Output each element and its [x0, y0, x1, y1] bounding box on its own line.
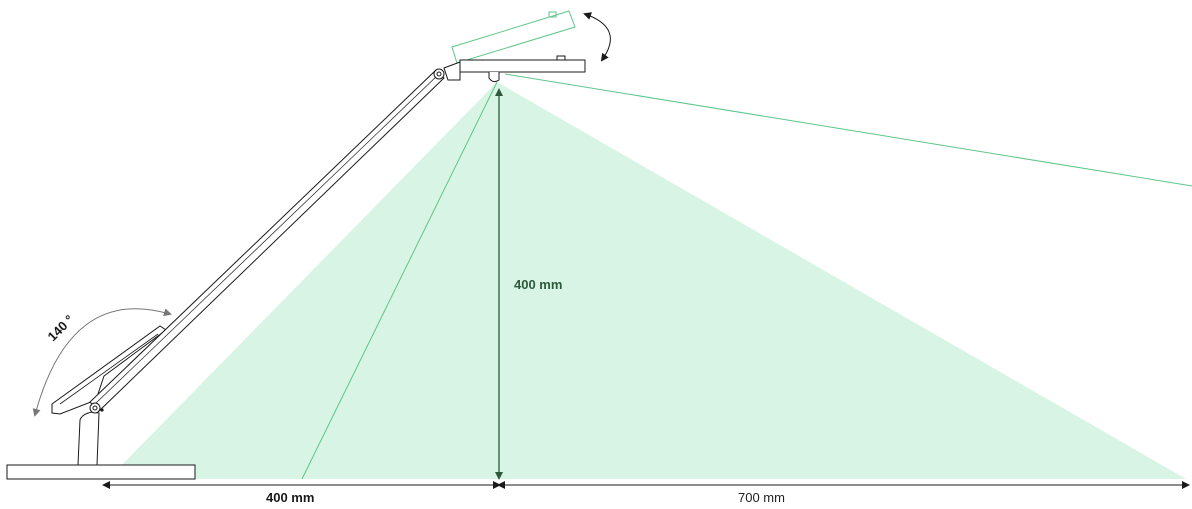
lamp-head-tilted-knob — [548, 11, 557, 18]
lamp-head — [459, 59, 586, 73]
reach-right-label: 700 mm — [738, 490, 785, 505]
height-label: 400 mm — [514, 277, 562, 292]
angle-label: 140 ° — [45, 312, 77, 344]
beam-line-inner — [301, 81, 498, 480]
lamp-upper-joint — [433, 68, 445, 80]
head-rotation-arrow — [583, 12, 611, 62]
lamp-stand-post — [77, 411, 100, 466]
lamp-head-tilted-outline — [451, 10, 576, 64]
lamp-head-lens — [488, 72, 500, 83]
light-cone — [108, 82, 1186, 479]
lamp-head-knob — [556, 55, 566, 61]
lamp-lower-joint — [89, 402, 101, 414]
beam-line-far — [504, 73, 1192, 187]
lamp-upper-joint-pin — [436, 71, 442, 77]
lamp-base-plate — [6, 464, 196, 480]
angle-arc-arrow — [32, 308, 172, 417]
lamp-head-connector — [443, 61, 461, 81]
reach-left-label: 400 mm — [266, 490, 314, 505]
lamp-lower-screw — [100, 408, 104, 412]
